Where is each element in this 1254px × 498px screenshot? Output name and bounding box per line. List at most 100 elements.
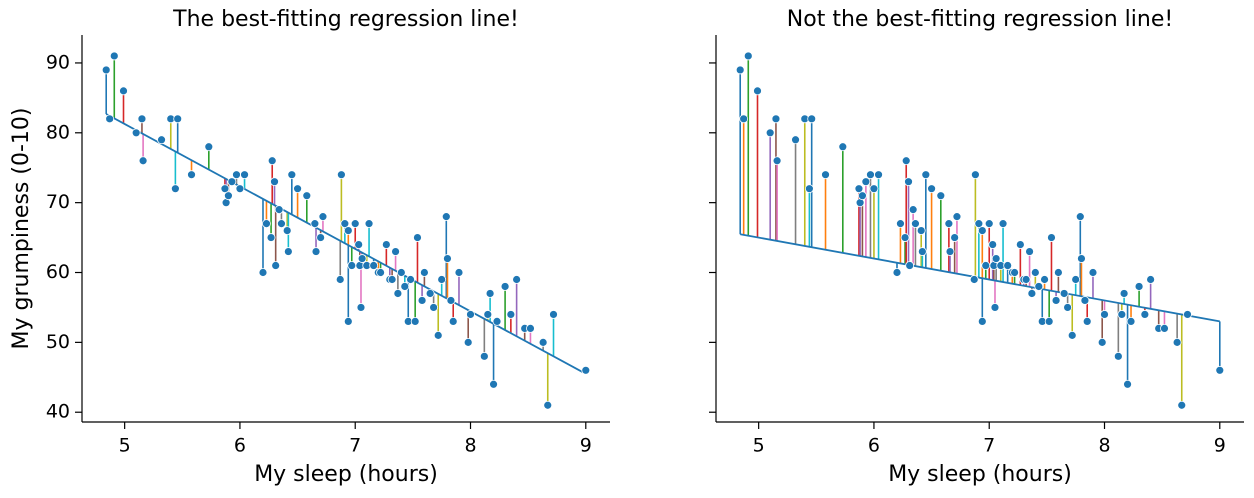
point [739, 114, 749, 124]
point [235, 184, 245, 194]
point [1146, 275, 1156, 284]
point [1183, 310, 1192, 319]
point [335, 275, 345, 284]
point [138, 156, 148, 166]
point [944, 219, 954, 229]
panel: The best-fitting regression line! My slee… [9, 7, 610, 487]
point [1119, 289, 1129, 298]
point [479, 351, 489, 361]
point [753, 86, 762, 96]
point [1027, 289, 1037, 298]
point [492, 317, 502, 326]
point [905, 261, 915, 270]
point [410, 317, 420, 326]
point [1140, 310, 1150, 319]
point [1080, 296, 1090, 305]
point [266, 233, 276, 242]
point [173, 114, 183, 124]
panel-title: The best-fitting regression line! [172, 7, 519, 32]
fit-line [740, 233, 1220, 323]
point [921, 170, 931, 180]
point [354, 240, 364, 249]
point [350, 219, 360, 229]
point [391, 247, 400, 256]
point [400, 282, 410, 291]
point [357, 254, 367, 263]
panel-title: Not the best-fitting regression line! [787, 7, 1173, 32]
point [991, 254, 1001, 263]
point [454, 268, 464, 277]
point [437, 275, 447, 284]
x-tick-label: 9 [1214, 435, 1226, 457]
point [950, 233, 960, 242]
point [526, 323, 535, 333]
point [1071, 275, 1081, 284]
point [988, 240, 998, 249]
point [224, 191, 233, 201]
point [1126, 317, 1136, 326]
y-tick-label: 80 [46, 121, 70, 143]
point [489, 379, 498, 389]
point [157, 135, 166, 145]
point [441, 212, 451, 222]
point [543, 400, 553, 410]
point [240, 170, 249, 180]
point [343, 226, 353, 235]
point [204, 142, 214, 152]
point [743, 51, 753, 61]
y-axis-label: My grumpiness (0-10) [9, 108, 34, 350]
point [340, 219, 350, 229]
point [406, 275, 415, 284]
point [227, 177, 237, 187]
point [387, 275, 397, 284]
point [904, 177, 913, 187]
point [282, 226, 292, 235]
x-tick-label: 5 [119, 435, 131, 457]
point [896, 219, 905, 229]
point [1134, 282, 1144, 291]
point [1113, 351, 1123, 361]
x-tick-label: 7 [349, 435, 361, 457]
point [1075, 212, 1085, 222]
point [425, 289, 435, 298]
point [443, 254, 452, 263]
point [311, 247, 321, 256]
point [310, 219, 320, 229]
x-tick-label: 8 [1098, 435, 1110, 457]
panel: Not the best-fitting regression line! My … [709, 7, 1244, 487]
x-axis-label: My sleep (hours) [254, 462, 438, 487]
point [262, 219, 271, 229]
point [1034, 282, 1044, 291]
point [538, 337, 548, 347]
point [581, 365, 591, 375]
point [858, 191, 867, 201]
point [1172, 337, 1182, 347]
point [336, 170, 346, 180]
point [549, 310, 558, 319]
x-axis-label: My sleep (hours) [888, 462, 1072, 487]
point [1100, 310, 1109, 319]
point [131, 128, 141, 138]
point [1082, 317, 1092, 326]
point [270, 177, 279, 187]
point [916, 226, 926, 235]
point [220, 184, 230, 194]
point [804, 184, 814, 194]
point [109, 51, 119, 61]
point [772, 156, 782, 166]
point [892, 268, 902, 277]
point [466, 310, 475, 319]
point [1063, 303, 1073, 312]
point [1044, 317, 1054, 326]
point [1047, 233, 1056, 242]
point [267, 156, 277, 166]
point [1077, 254, 1086, 263]
point [356, 303, 366, 312]
point [347, 261, 357, 270]
point [936, 191, 946, 201]
point [1160, 323, 1169, 333]
x-tick-label: 8 [464, 435, 476, 457]
x-tick-label: 5 [753, 435, 765, 457]
point [1021, 275, 1031, 284]
point [1177, 400, 1187, 410]
